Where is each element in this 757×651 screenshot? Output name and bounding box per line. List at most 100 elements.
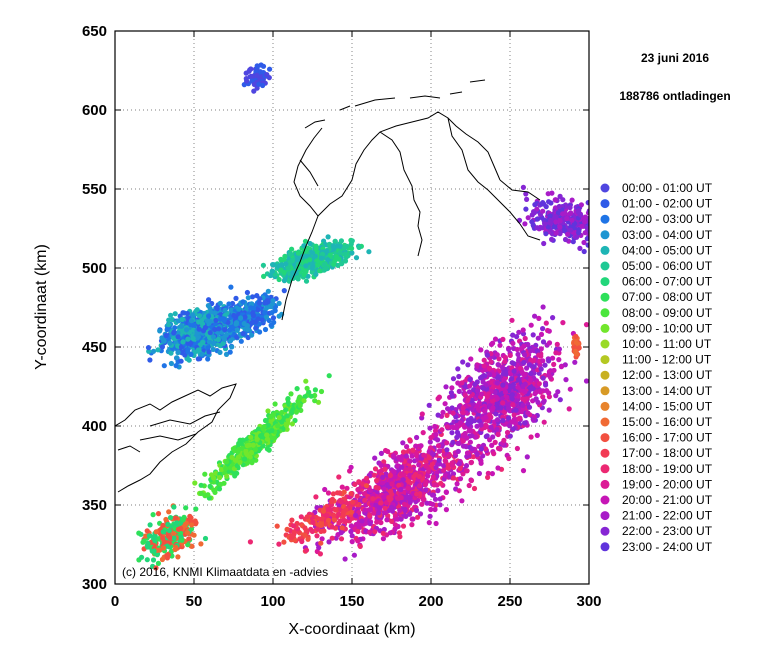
discharge-point [283, 261, 289, 267]
discharge-point [267, 66, 273, 72]
discharge-count: 188786 ontladingen [619, 89, 730, 103]
discharge-point [481, 357, 487, 363]
discharge-point [249, 74, 255, 80]
discharge-point [513, 407, 519, 413]
discharge-point [536, 381, 542, 387]
discharge-point [455, 448, 461, 454]
discharge-point [380, 530, 386, 537]
credit-text: (c) 2016, KNMI Klimaatdata en -advies [122, 565, 328, 579]
discharge-point [491, 451, 497, 457]
discharge-point [320, 508, 327, 514]
discharge-point [213, 317, 219, 323]
discharge-point [583, 322, 589, 328]
discharge-point [159, 335, 165, 341]
discharge-point [178, 323, 184, 329]
discharge-point [534, 432, 540, 438]
discharge-point [469, 433, 475, 439]
discharge-point [445, 406, 451, 412]
discharge-point [444, 412, 450, 418]
discharge-point [186, 357, 192, 363]
legend-entry: 00:00 - 01:00 UT [622, 181, 713, 195]
discharge-point [522, 371, 528, 377]
discharge-point [264, 432, 270, 438]
discharge-point [521, 352, 528, 358]
discharge-point [460, 471, 466, 477]
discharge-point [577, 245, 583, 251]
y-tick-label: 550 [82, 181, 107, 198]
discharge-point [475, 412, 481, 418]
discharge-point [432, 423, 438, 430]
discharge-point [212, 326, 218, 333]
discharge-point [154, 552, 160, 558]
discharge-point [224, 459, 230, 465]
discharge-point [567, 204, 573, 211]
discharge-point [254, 72, 260, 78]
discharge-point [443, 384, 449, 390]
discharge-point [299, 538, 305, 545]
discharge-point [248, 434, 254, 440]
discharge-point [303, 547, 310, 553]
discharge-point [285, 420, 291, 426]
discharge-point [595, 226, 600, 231]
discharge-point [601, 239, 606, 244]
discharge-point [207, 483, 213, 489]
discharge-point [303, 378, 309, 384]
discharge-point [520, 402, 526, 408]
discharge-point [478, 391, 485, 397]
legend-marker [600, 199, 610, 209]
discharge-point [155, 560, 161, 567]
discharge-point [183, 327, 190, 333]
discharge-point [289, 409, 295, 416]
discharge-point [389, 481, 395, 487]
discharge-point [576, 345, 582, 351]
discharge-point [415, 514, 421, 520]
discharge-point [416, 473, 422, 480]
discharge-point [566, 406, 572, 412]
discharge-point [551, 367, 557, 373]
discharge-point [522, 420, 528, 426]
discharge-point [338, 536, 345, 542]
discharge-point [221, 317, 227, 323]
discharge-point [442, 472, 449, 478]
discharge-point [455, 366, 461, 372]
discharge-point [428, 435, 434, 441]
discharge-point [396, 530, 402, 536]
discharge-point [337, 518, 343, 524]
discharge-point [249, 294, 256, 300]
discharge-point [428, 506, 434, 513]
legend-marker [600, 277, 610, 287]
discharge-point [480, 385, 486, 391]
discharge-point [211, 340, 217, 346]
discharge-point [421, 496, 427, 502]
discharge-point [442, 401, 448, 407]
discharge-point [193, 506, 199, 512]
discharge-point [509, 360, 515, 366]
discharge-point [543, 382, 549, 388]
discharge-point [407, 472, 413, 478]
discharge-point [240, 299, 246, 305]
discharge-point [463, 463, 470, 469]
discharge-point [185, 336, 191, 342]
discharge-point [494, 426, 500, 432]
discharge-point [353, 255, 360, 261]
legend-entry: 08:00 - 09:00 UT [622, 306, 713, 320]
discharge-point [246, 68, 252, 74]
legend-marker [600, 511, 610, 521]
discharge-point [443, 489, 449, 495]
discharge-point [524, 454, 530, 460]
discharge-point [340, 513, 346, 519]
discharge-point [330, 491, 336, 497]
discharge-point [354, 493, 360, 499]
discharge-point [468, 419, 474, 425]
discharge-point [433, 520, 439, 527]
discharge-point [284, 426, 290, 432]
discharge-point [261, 424, 267, 430]
discharge-point [552, 197, 558, 203]
discharge-point [515, 351, 521, 357]
discharge-point [289, 517, 295, 523]
discharge-point [243, 448, 249, 454]
discharge-point [265, 408, 271, 414]
y-tick-label: 450 [82, 339, 107, 356]
discharge-point [406, 478, 412, 485]
discharge-point [344, 243, 350, 249]
